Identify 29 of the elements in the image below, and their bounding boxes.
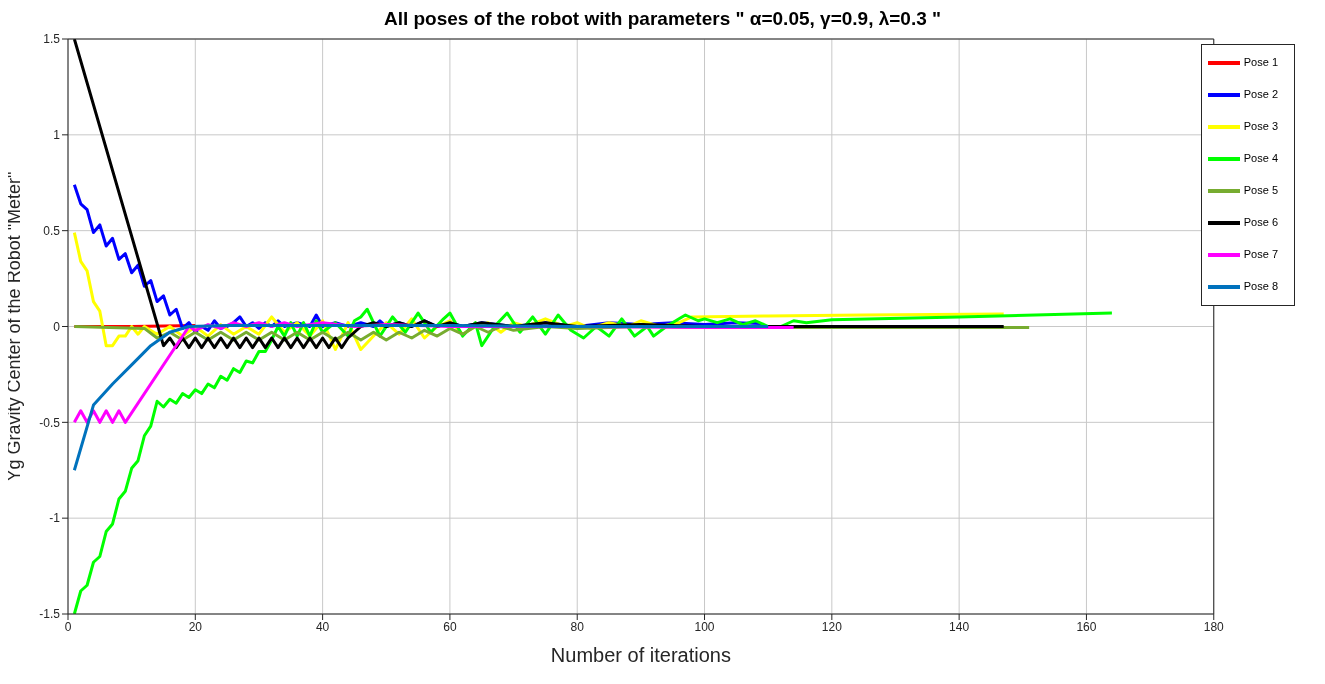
legend-label: Pose 8 [1243,279,1278,292]
legend-label: Pose 6 [1243,215,1278,228]
x-tick-label: 20 [188,619,203,634]
legend-label: Pose 5 [1243,183,1278,196]
y-tick-label: -1 [49,511,61,526]
y-tick-label: 1 [53,128,61,143]
x-tick-label: 100 [694,619,715,634]
legend-label: Pose 3 [1243,119,1278,132]
y-axis-title: Yg Gravity Center of the Robot "Meter" [4,171,25,482]
y-tick-label: -0.5 [39,415,61,430]
x-tick-label: 60 [443,619,457,634]
x-tick-label: 140 [949,619,970,634]
legend-label: Pose 7 [1243,247,1278,260]
legend-label: Pose 2 [1243,87,1278,100]
x-axis-title: Number of iterations [550,644,731,666]
legend-label: Pose 1 [1243,55,1278,68]
y-tick-label: -1.5 [39,607,61,622]
y-tick-label: 0.5 [43,223,61,238]
chart-title: All poses of the robot with parameters " α=0.05, γ=0.9, λ=0.3 " [382,8,943,31]
line-series [72,324,770,472]
y-tick-label: 1.5 [43,32,61,47]
x-tick-label: 180 [1203,619,1225,634]
x-tick-label: 40 [315,619,330,634]
legend-label: Pose 4 [1243,151,1278,164]
x-tick-label: 160 [1076,619,1097,634]
x-tick-label: 80 [570,619,585,634]
x-tick-label: 120 [821,619,843,634]
x-tick-label: 0 [64,619,72,634]
y-tick-label: 0 [53,319,61,334]
